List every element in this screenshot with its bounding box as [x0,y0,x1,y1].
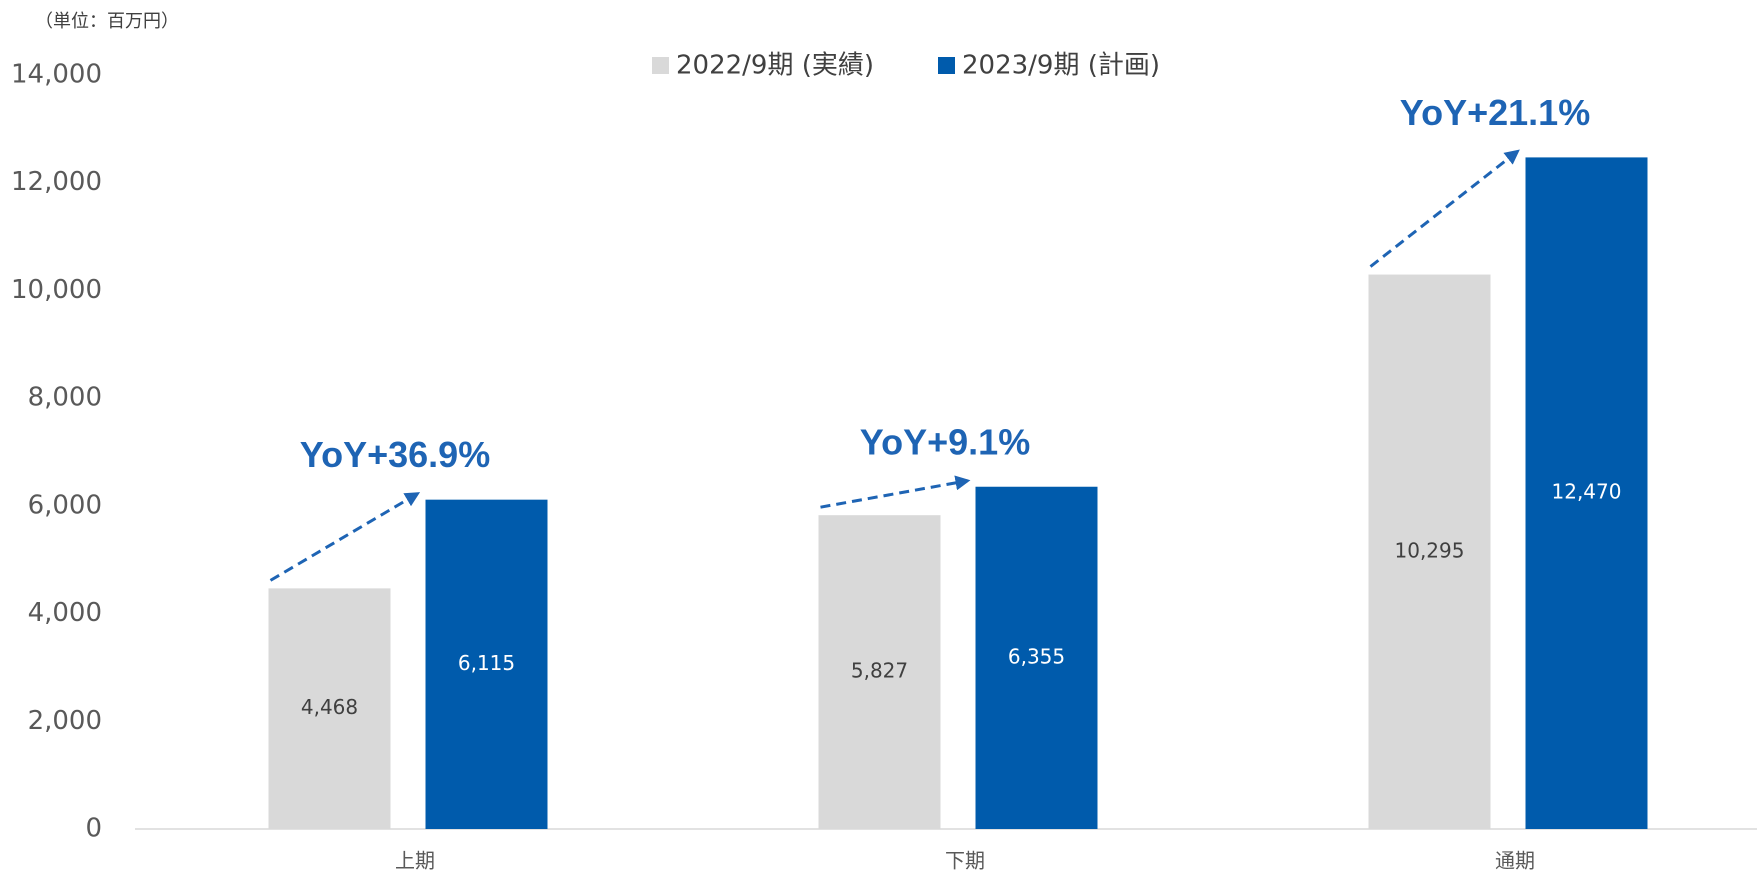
bar [425,499,548,829]
legend-swatch [938,57,955,74]
y-tick-label: 14,000 [11,60,102,90]
bar [975,486,1098,829]
x-tick-label: 通期 [1495,849,1535,873]
legend-label: 2023/9期 (計画) [962,51,1160,81]
x-tick-label: 下期 [945,849,985,873]
yoy-annotation: YoY+36.9% [300,434,490,475]
value-label: 6,115 [458,651,515,675]
y-tick-label: 12,000 [11,167,102,197]
bar [268,588,391,829]
yoy-arrow [269,492,421,582]
legend-label: 2022/9期 (実績) [676,51,874,81]
value-label: 12,470 [1552,480,1622,504]
yoy-arrow [1369,149,1520,268]
value-label: 10,295 [1395,538,1465,562]
bar [1525,157,1648,829]
value-label: 6,355 [1008,644,1065,668]
y-tick-label: 4,000 [28,598,102,628]
bar [1368,274,1491,829]
yoy-arrow [820,475,971,509]
unit-label: （単位：百万円） [35,11,179,32]
yoy-annotation: YoY+21.1% [1400,92,1590,133]
bar [818,515,941,829]
y-tick-label: 0 [85,814,102,844]
legend-swatch [652,57,669,74]
yoy-annotation: YoY+9.1% [860,421,1030,462]
y-tick-label: 6,000 [28,490,102,520]
value-label: 5,827 [851,659,908,683]
y-tick-label: 2,000 [28,706,102,736]
x-tick-label: 上期 [395,849,435,873]
value-label: 4,468 [301,695,358,719]
y-tick-label: 10,000 [11,275,102,305]
y-tick-label: 8,000 [28,383,102,413]
